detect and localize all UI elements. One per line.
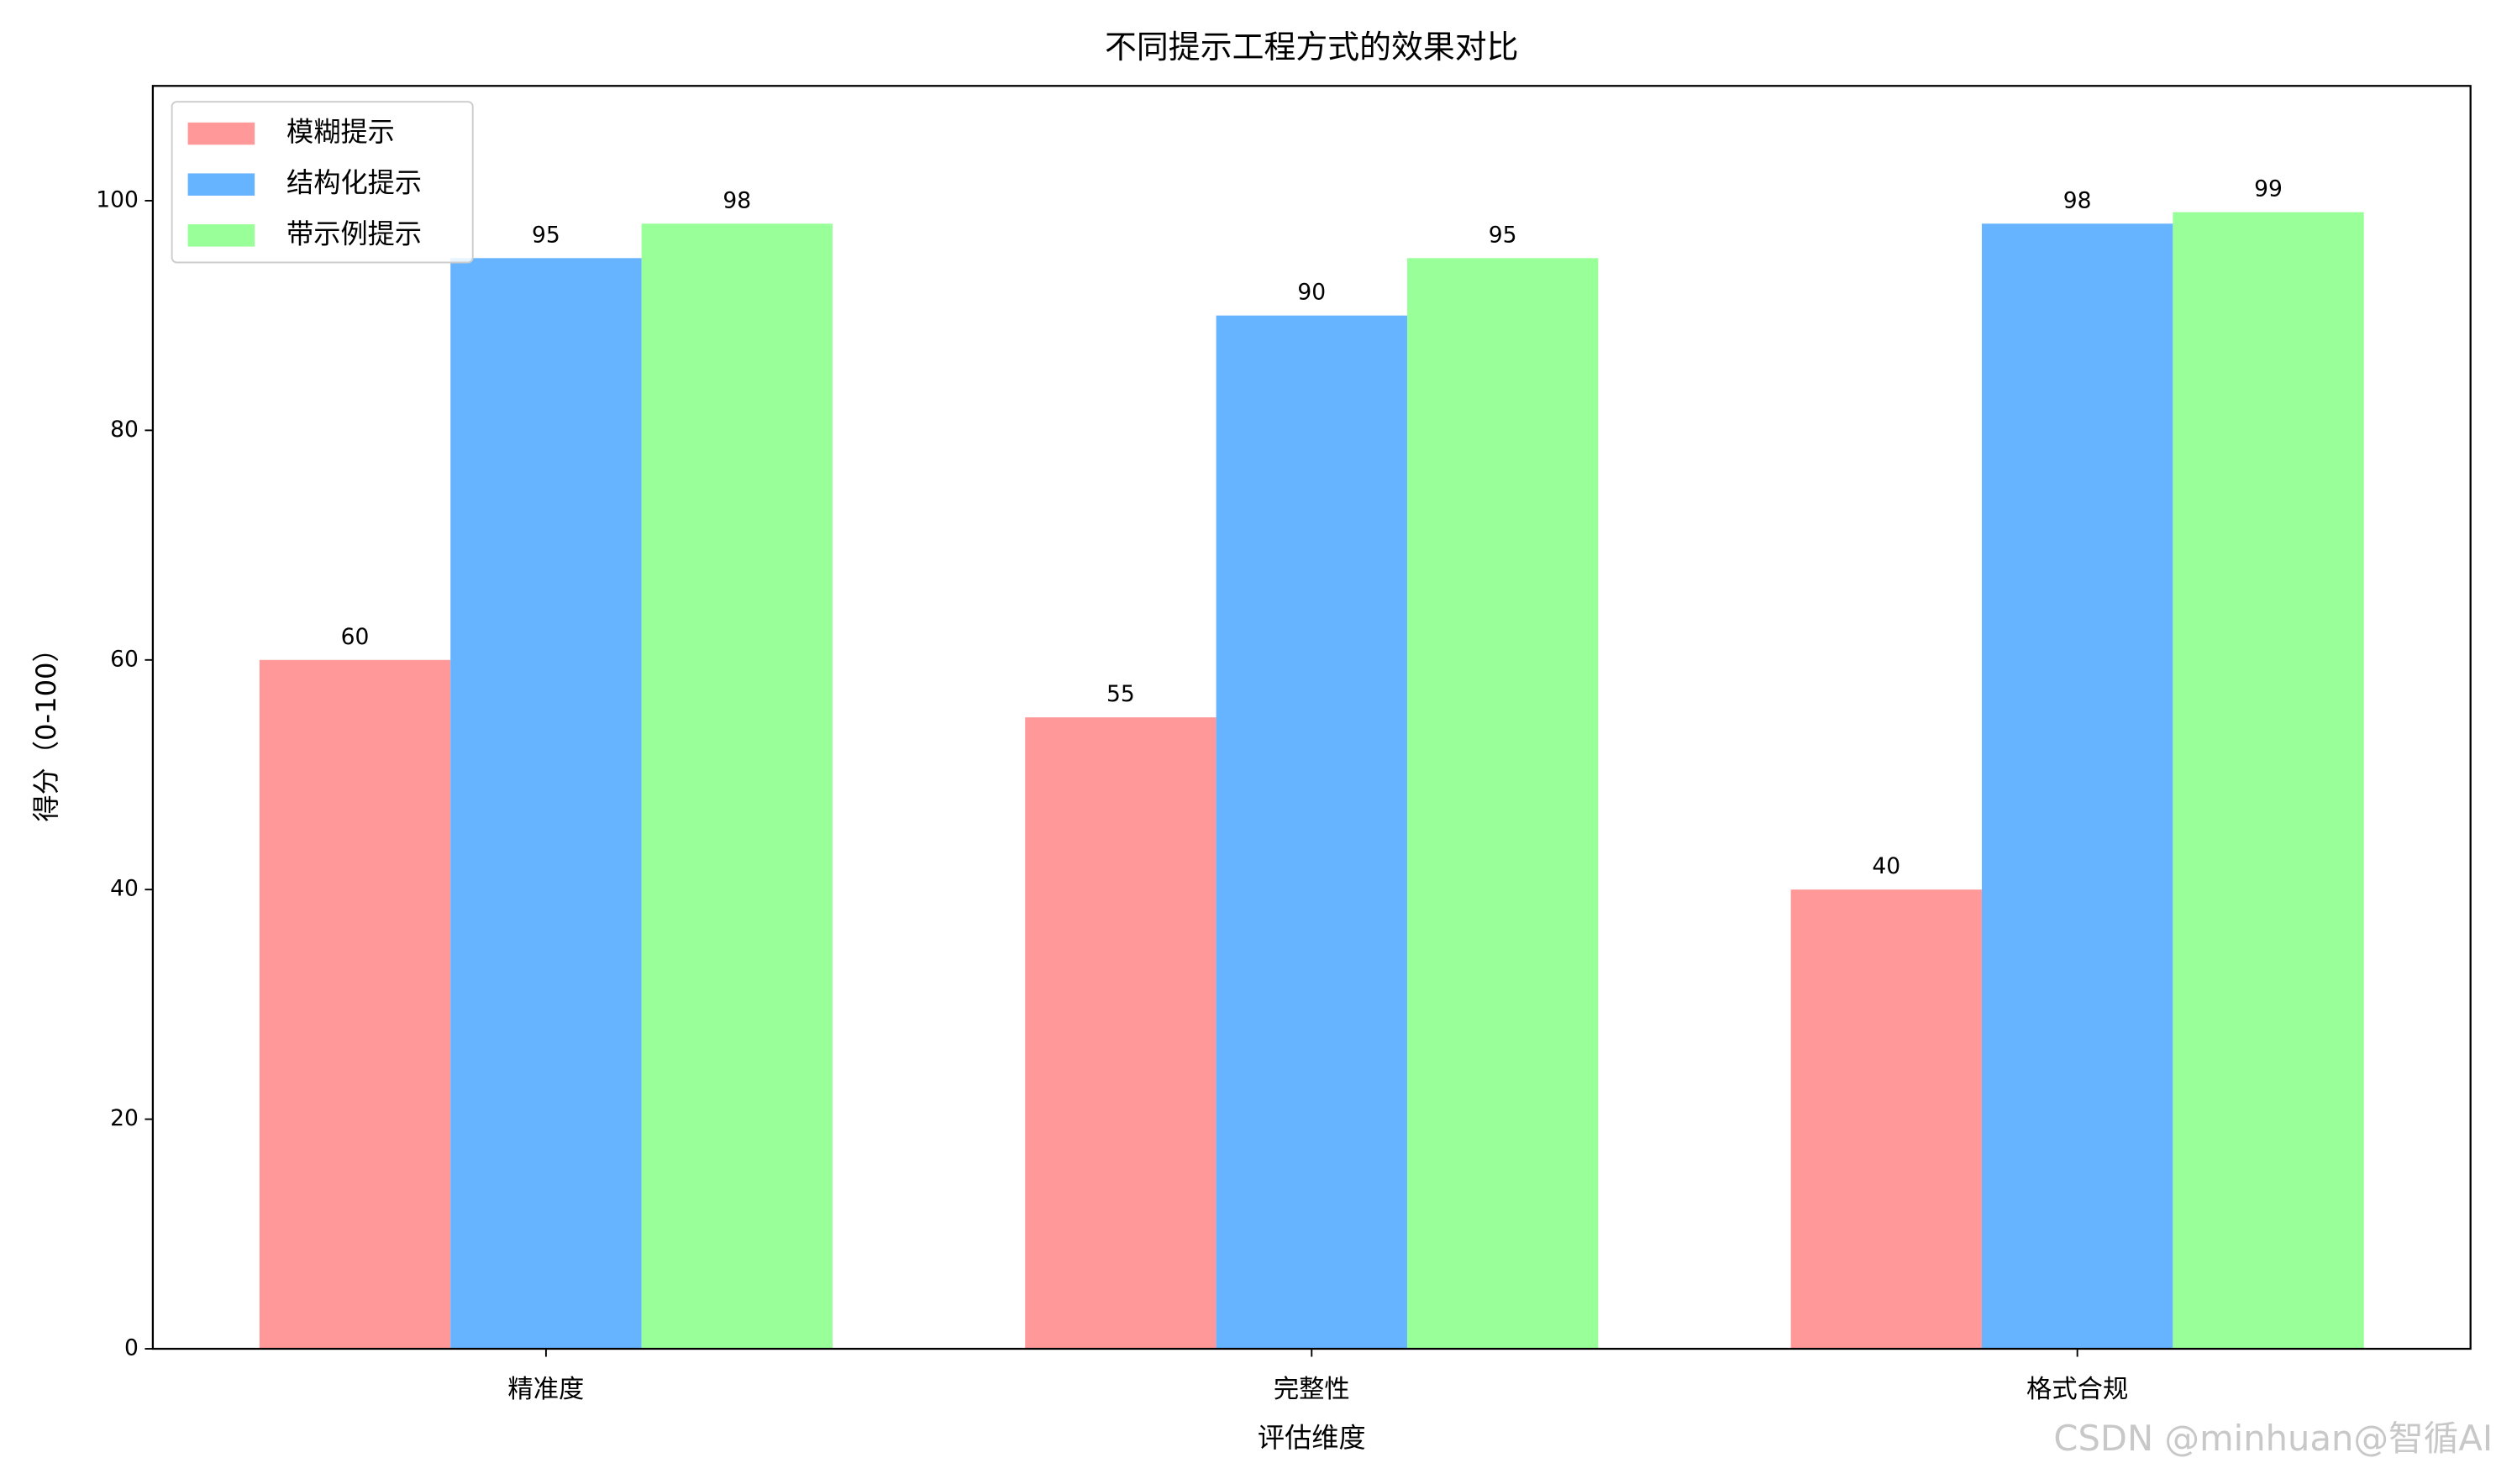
y-tick-label: 80 [110, 417, 139, 443]
bar [1790, 889, 1982, 1350]
x-tick-label: 完整性 [1274, 1375, 1350, 1404]
watermark: CSDN @minhuan@智循AI [2053, 1418, 2493, 1459]
value-label: 95 [532, 222, 560, 248]
value-label: 40 [1872, 853, 1900, 879]
y-tick-label: 40 [110, 876, 139, 902]
legend-label: 带示例提示 [286, 218, 422, 249]
y-tick-label: 60 [110, 646, 139, 672]
plot-frame [151, 85, 2472, 1350]
y-axis-label: 得分（0-100） [30, 635, 62, 821]
x-tick-label: 精准度 [507, 1375, 584, 1404]
y-tick-label: 0 [124, 1335, 139, 1361]
value-label: 90 [1297, 280, 1326, 306]
bar [1216, 315, 1407, 1350]
value-label: 98 [2063, 187, 2092, 213]
bar [450, 258, 642, 1350]
legend-label: 结构化提示 [286, 167, 422, 199]
bar [259, 659, 451, 1350]
legend-swatch [187, 173, 255, 196]
x-axis-label: 评估维度 [1258, 1422, 1366, 1454]
bar [1406, 258, 1599, 1350]
value-label: 99 [2254, 176, 2283, 202]
y-tick-label: 100 [96, 186, 139, 212]
chart-title: 不同提示工程方式的效果对比 [1105, 29, 1518, 66]
x-tick-label: 格式合规 [2026, 1375, 2128, 1404]
legend-label: 模糊提示 [286, 116, 395, 148]
legend-swatch [187, 122, 255, 145]
bar [641, 223, 833, 1350]
value-label: 60 [341, 624, 370, 650]
value-label: 98 [723, 187, 751, 213]
y-tick-label: 20 [110, 1105, 139, 1131]
bar [2173, 212, 2364, 1350]
value-label: 55 [1106, 681, 1135, 707]
value-label: 95 [1489, 222, 1517, 248]
bar [1025, 717, 1216, 1350]
legend-swatch [187, 224, 255, 247]
bar [1981, 223, 2173, 1350]
